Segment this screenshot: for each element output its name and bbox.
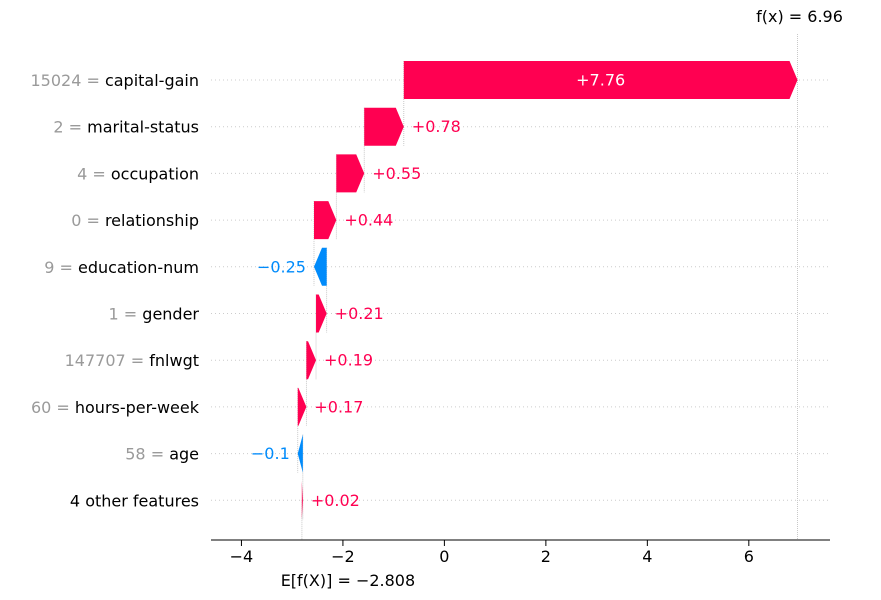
- bar-relationship: [313, 201, 337, 240]
- equals-sign: =: [51, 397, 75, 416]
- bar-marital-status: [364, 107, 404, 146]
- bar-capital-gain: [403, 61, 798, 99]
- feature-name: fnlwgt: [149, 351, 199, 370]
- feature-name: occupation: [111, 164, 199, 183]
- bar-value-label: +0.55: [372, 164, 421, 183]
- feature-name: gender: [142, 304, 199, 323]
- output-value-label: f(x) = 6.96: [756, 7, 843, 26]
- feature-label: 60 = hours-per-week: [31, 397, 200, 416]
- feature-label: 0 = relationship: [71, 211, 199, 230]
- x-tick-label: 4: [642, 547, 652, 566]
- bar-education-num: [313, 247, 327, 286]
- x-axis: −4 −2 0 2 4 6 f(x) = 6.96 E[f(X)] = −2.808: [211, 7, 843, 590]
- x-tick-label: −2: [331, 547, 355, 566]
- equals-sign: =: [54, 257, 78, 276]
- feature-name: capital-gain: [105, 71, 199, 90]
- bars: +7.76 +0.78 +0.55 +0.44 −0.25 +0.21 +0.19 +0.17…: [251, 61, 798, 520]
- x-tick-label: 0: [439, 547, 449, 566]
- feature-label: 2 = marital-status: [53, 117, 199, 136]
- bar-value-label: +0.78: [412, 117, 461, 136]
- bar-occupation: [336, 154, 365, 193]
- bar-value-label: +0.02: [311, 491, 360, 510]
- feature-label: 15024 = capital-gain: [30, 71, 199, 90]
- feature-label: 58 = age: [125, 444, 199, 463]
- feature-name: hours-per-week: [75, 397, 200, 416]
- feature-value: 1: [109, 304, 119, 323]
- equals-sign: =: [119, 304, 143, 323]
- bar-value-label: −0.1: [251, 444, 290, 463]
- feature-value: 147707: [65, 351, 126, 370]
- feature-value: 2: [53, 117, 63, 136]
- feature-value: 15024: [30, 71, 81, 90]
- bar-hours-per-week: [297, 387, 307, 426]
- feature-label: 147707 = fnlwgt: [65, 351, 199, 370]
- equals-sign: =: [126, 351, 150, 370]
- feature-value: 4: [77, 164, 87, 183]
- feature-label: 4 = occupation: [77, 164, 199, 183]
- feature-name: education-num: [78, 257, 199, 276]
- bar-value-label: +0.19: [324, 351, 373, 370]
- feature-value: 60: [31, 397, 51, 416]
- bar-value-label: −0.25: [257, 257, 306, 276]
- equals-sign: =: [146, 444, 170, 463]
- feature-label: 1 = gender: [109, 304, 200, 323]
- bar-age: [297, 434, 303, 473]
- feature-label: 4 other features: [70, 491, 199, 510]
- bar-4-other-features: [301, 481, 303, 520]
- feature-name: marital-status: [87, 117, 199, 136]
- equals-sign: =: [81, 71, 105, 90]
- x-tick-label: 6: [744, 547, 754, 566]
- feature-labels: 15024 = capital-gain 2 = marital-status 4 …: [30, 71, 199, 510]
- equals-sign: =: [64, 117, 88, 136]
- feature-value: 9: [44, 257, 54, 276]
- bar-value-label: +0.21: [335, 304, 384, 323]
- x-tick-label: −4: [230, 547, 254, 566]
- feature-name: relationship: [105, 211, 199, 230]
- bar-value-label: +0.17: [314, 397, 363, 416]
- bar-gender: [316, 294, 327, 333]
- base-value-label: E[f(X)] = −2.808: [281, 571, 415, 590]
- equals-sign: =: [87, 164, 111, 183]
- feature-name: 4 other features: [70, 491, 199, 510]
- equals-sign: =: [81, 211, 105, 230]
- feature-value: 58: [125, 444, 145, 463]
- bar-fnlwgt: [306, 341, 317, 380]
- grid-layer: [211, 79, 830, 501]
- feature-label: 9 = education-num: [44, 257, 199, 276]
- feature-value: 0: [71, 211, 81, 230]
- x-tick-label: 2: [541, 547, 551, 566]
- bar-value-label: +7.76: [576, 71, 625, 90]
- feature-name: age: [169, 444, 199, 463]
- bar-value-label: +0.44: [344, 211, 393, 230]
